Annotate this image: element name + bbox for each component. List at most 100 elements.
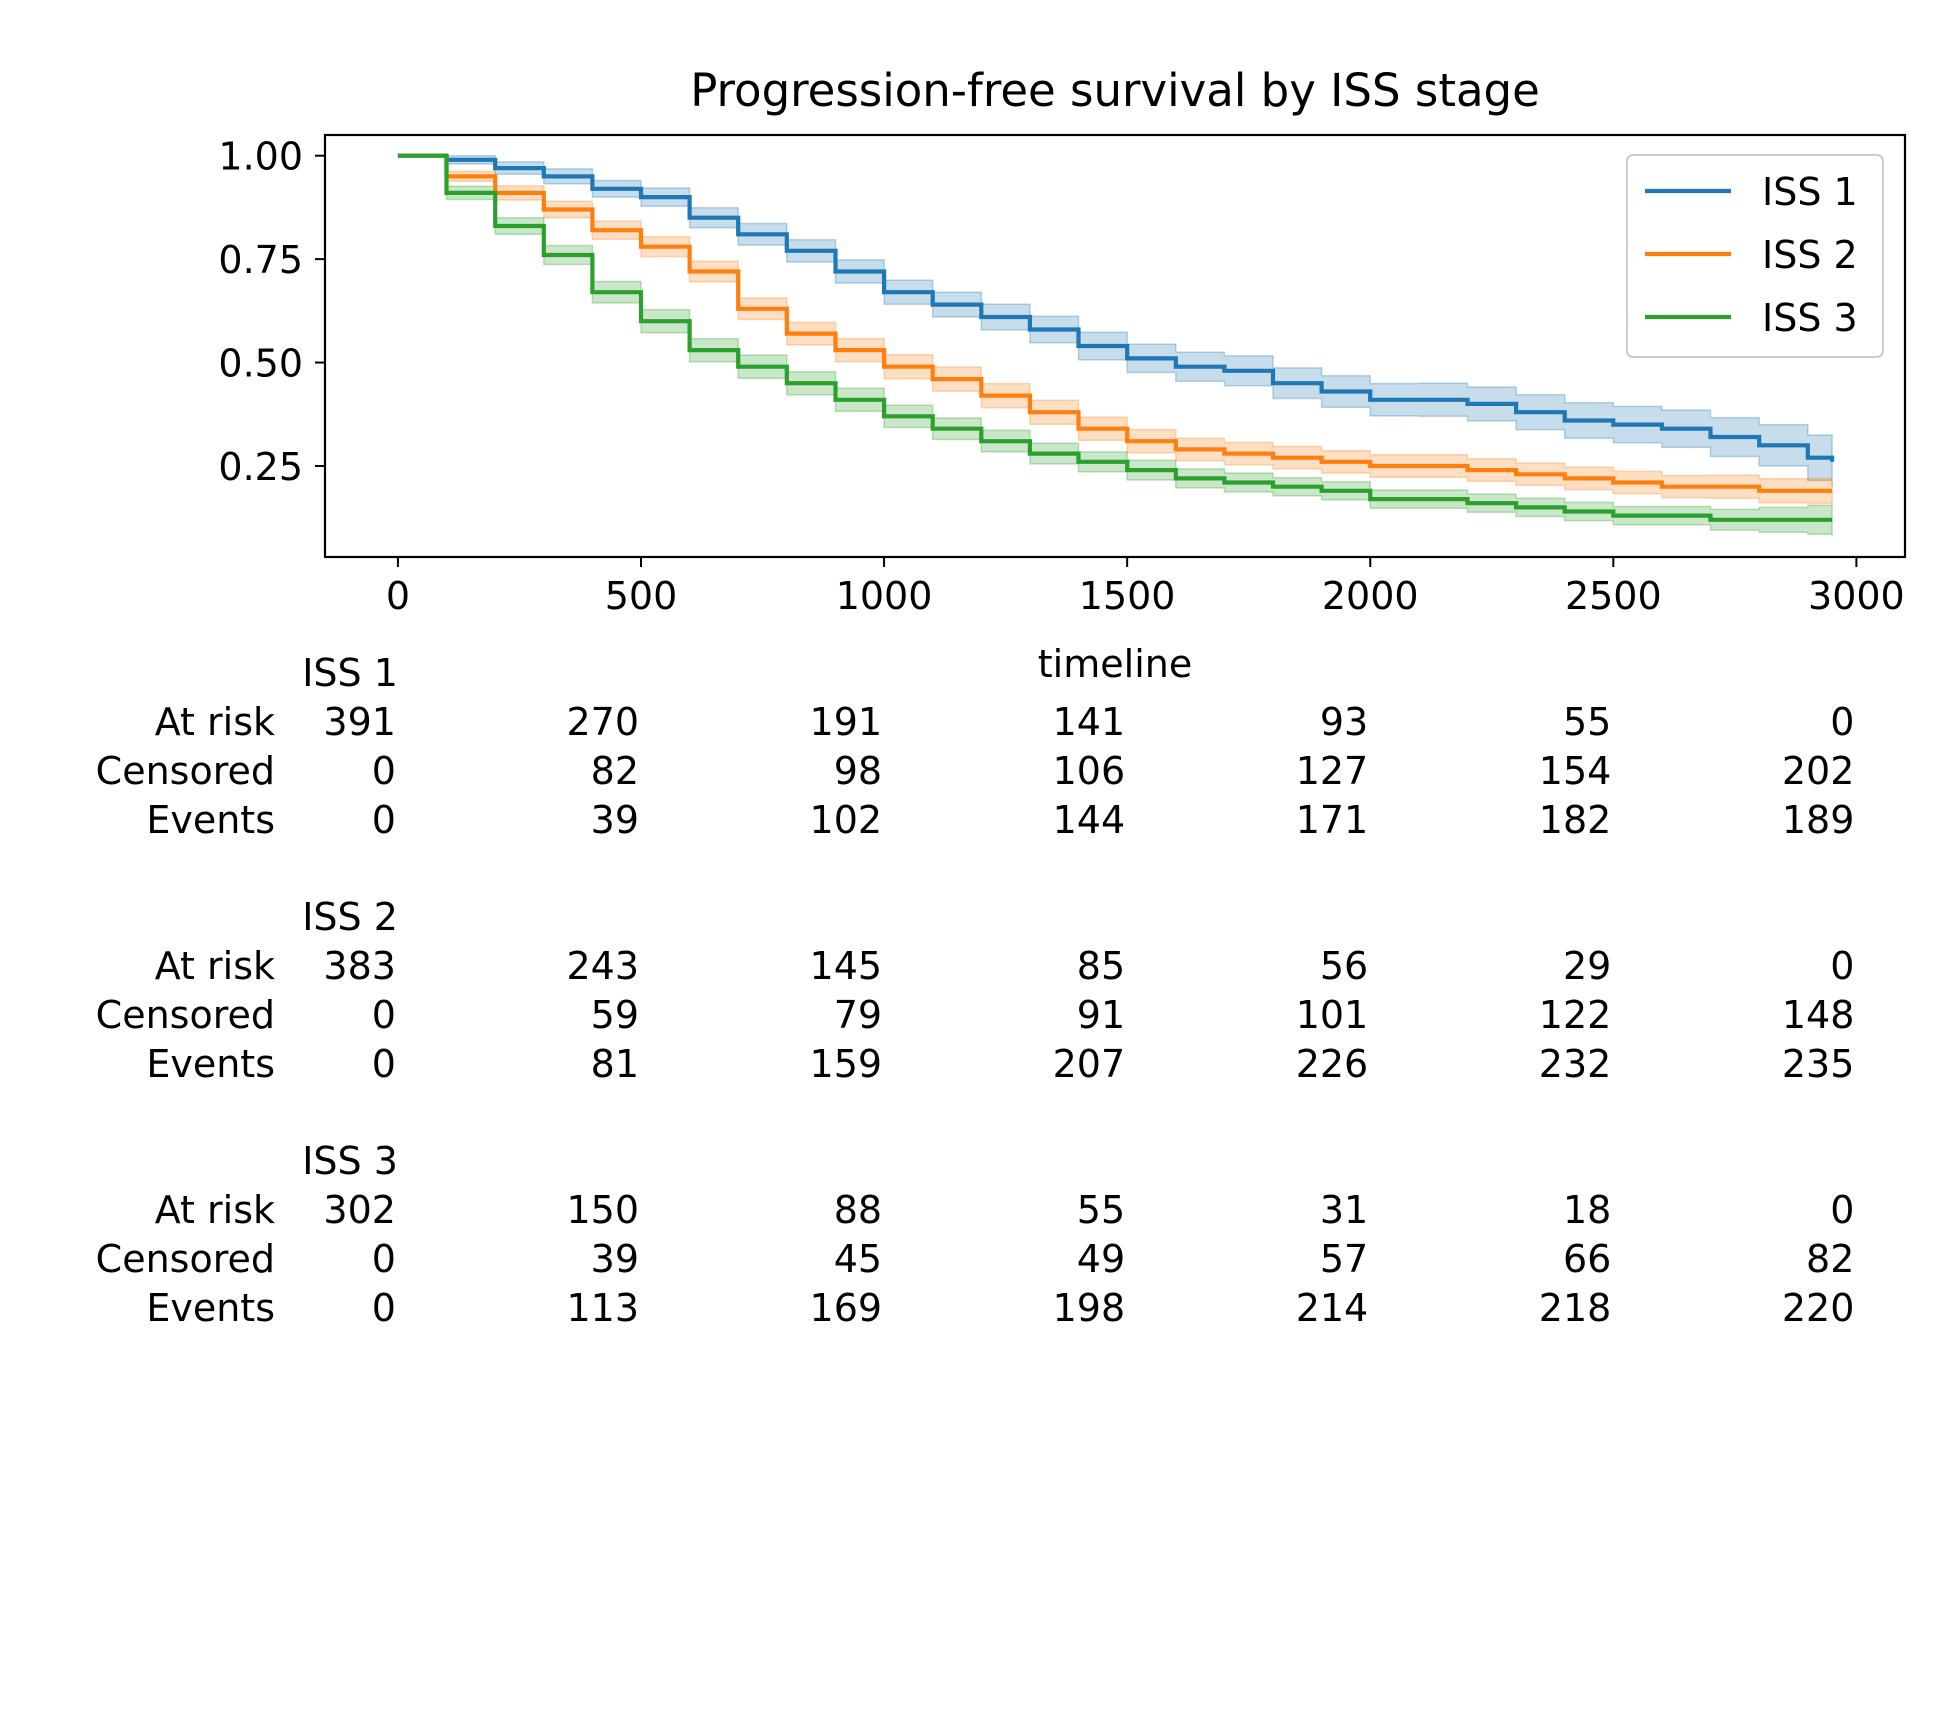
risk-table-cell-at-risk: 302 bbox=[323, 1188, 396, 1232]
x-tick-label: 2000 bbox=[1322, 574, 1419, 618]
risk-table-cell-censored: 59 bbox=[591, 993, 639, 1037]
risk-table-cell-censored: 0 bbox=[372, 1237, 396, 1281]
risk-table-group-label: ISS 1 bbox=[302, 651, 398, 695]
risk-table-cell-at-risk: 243 bbox=[566, 944, 639, 988]
risk-table-cell-events: 171 bbox=[1296, 798, 1369, 842]
x-tick-label: 0 bbox=[386, 574, 410, 618]
risk-table-cell-censored: 0 bbox=[372, 749, 396, 793]
risk-table-cell-censored: 79 bbox=[834, 993, 882, 1037]
x-tick-label: 1000 bbox=[836, 574, 933, 618]
survival-curves bbox=[397, 153, 1835, 522]
risk-table-cell-censored: 148 bbox=[1782, 993, 1855, 1037]
risk-table-cell-at-risk: 0 bbox=[1830, 1188, 1854, 1232]
x-tick-label: 2500 bbox=[1565, 574, 1662, 618]
legend: ISS 1 ISS 2 ISS 3 bbox=[1626, 154, 1884, 358]
risk-table-cell-events: 214 bbox=[1296, 1286, 1369, 1330]
risk-table-cell-censored: 82 bbox=[591, 749, 639, 793]
risk-table-cell-events: 207 bbox=[1053, 1042, 1126, 1086]
risk-table-cell-at-risk: 93 bbox=[1320, 700, 1368, 744]
risk-table-cell-events: 144 bbox=[1053, 798, 1126, 842]
x-axis-label: timeline bbox=[1038, 642, 1192, 686]
x-tick-label: 500 bbox=[605, 574, 678, 618]
risk-table-cell-events: 189 bbox=[1782, 798, 1855, 842]
risk-table-cell-events: 226 bbox=[1296, 1042, 1369, 1086]
risk-table-row-label: At risk bbox=[155, 700, 275, 744]
risk-table-cell-censored: 49 bbox=[1077, 1237, 1125, 1281]
plot-frame bbox=[323, 133, 1907, 559]
x-tick-label: 3000 bbox=[1808, 574, 1905, 618]
risk-table-cell-censored: 98 bbox=[834, 749, 882, 793]
risk-table-cell-events: 0 bbox=[372, 798, 396, 842]
risk-table-row-label: At risk bbox=[155, 944, 275, 988]
risk-table-row-label: Censored bbox=[96, 1237, 275, 1281]
risk-table-cell-at-risk: 270 bbox=[566, 700, 639, 744]
series-line-iss-3 bbox=[397, 153, 1833, 522]
risk-table-cell-at-risk: 191 bbox=[810, 700, 883, 744]
risk-table-cell-events: 198 bbox=[1053, 1286, 1126, 1330]
risk-table-row-label: Censored bbox=[96, 749, 275, 793]
risk-table-row-label: At risk bbox=[155, 1188, 275, 1232]
risk-table-cell-censored: 91 bbox=[1077, 993, 1125, 1037]
risk-table-cell-at-risk: 88 bbox=[834, 1188, 882, 1232]
risk-table-cell-censored: 45 bbox=[834, 1237, 882, 1281]
risk-table-cell-at-risk: 55 bbox=[1563, 700, 1611, 744]
risk-table-cell-censored: 66 bbox=[1563, 1237, 1611, 1281]
risk-table-cell-at-risk: 55 bbox=[1077, 1188, 1125, 1232]
risk-table-cell-events: 81 bbox=[591, 1042, 639, 1086]
risk-table-cell-events: 169 bbox=[810, 1286, 883, 1330]
risk-table-cell-at-risk: 141 bbox=[1053, 700, 1126, 744]
y-tick-label: 1.00 bbox=[218, 135, 303, 179]
risk-table-cell-events: 182 bbox=[1539, 798, 1612, 842]
risk-table-group-label: ISS 2 bbox=[302, 895, 398, 939]
risk-table-cell-at-risk: 18 bbox=[1563, 1188, 1611, 1232]
legend-label-iss-2: ISS 2 bbox=[1762, 233, 1858, 277]
risk-table-cell-censored: 154 bbox=[1539, 749, 1612, 793]
risk-table-cell-censored: 101 bbox=[1296, 993, 1369, 1037]
axis-ticks: 0 500 1000 1500 2000 2500 3000 0.25 0.50 0.75 1.00 bbox=[218, 135, 1904, 618]
risk-table-row-label: Events bbox=[146, 1286, 275, 1330]
risk-table-cell-censored: 202 bbox=[1782, 749, 1855, 793]
legend-label-iss-3: ISS 3 bbox=[1762, 296, 1858, 340]
risk-table-cell-events: 232 bbox=[1539, 1042, 1612, 1086]
x-tick-label: 1500 bbox=[1079, 574, 1176, 618]
risk-table-cell-at-risk: 150 bbox=[566, 1188, 639, 1232]
risk-table-cell-events: 39 bbox=[591, 798, 639, 842]
y-tick-label: 0.75 bbox=[218, 238, 303, 282]
risk-table-cell-censored: 39 bbox=[591, 1237, 639, 1281]
risk-table-cell-censored: 106 bbox=[1053, 749, 1126, 793]
risk-table-cell-events: 0 bbox=[372, 1042, 396, 1086]
risk-table-row-label: Events bbox=[146, 798, 275, 842]
risk-table-row-label: Censored bbox=[96, 993, 275, 1037]
risk-table-cell-at-risk: 391 bbox=[323, 700, 396, 744]
risk-table-cell-events: 102 bbox=[810, 798, 883, 842]
series-line-iss-1 bbox=[397, 153, 1835, 462]
risk-table-cell-events: 218 bbox=[1539, 1286, 1612, 1330]
y-tick-label: 0.50 bbox=[218, 342, 303, 386]
risk-table-cell-at-risk: 29 bbox=[1563, 944, 1611, 988]
legend-box bbox=[1626, 154, 1884, 358]
risk-table-cell-events: 220 bbox=[1782, 1286, 1855, 1330]
risk-table-cell-events: 159 bbox=[810, 1042, 883, 1086]
risk-table-cell-censored: 0 bbox=[372, 993, 396, 1037]
chart-title: Progression-free survival by ISS stage bbox=[690, 64, 1540, 117]
legend-label-iss-1: ISS 1 bbox=[1762, 170, 1858, 214]
y-tick-label: 0.25 bbox=[218, 445, 303, 489]
risk-table-cell-events: 113 bbox=[566, 1286, 639, 1330]
risk-table-cell-at-risk: 0 bbox=[1830, 944, 1854, 988]
risk-table-cell-at-risk: 56 bbox=[1320, 944, 1368, 988]
risk-table-cell-censored: 127 bbox=[1296, 749, 1369, 793]
risk-table-cell-at-risk: 85 bbox=[1077, 944, 1125, 988]
risk-table-row-label: Events bbox=[146, 1042, 275, 1086]
risk-table-cell-at-risk: 145 bbox=[810, 944, 883, 988]
risk-table-group-label: ISS 3 bbox=[302, 1139, 398, 1183]
risk-table-cell-censored: 57 bbox=[1320, 1237, 1368, 1281]
risk-table-cell-events: 0 bbox=[372, 1286, 396, 1330]
risk-table-cell-at-risk: 31 bbox=[1320, 1188, 1368, 1232]
risk-table-cell-censored: 82 bbox=[1806, 1237, 1854, 1281]
series-line-iss-2 bbox=[397, 153, 1833, 493]
risk-table-cell-events: 235 bbox=[1782, 1042, 1855, 1086]
risk-table-cell-censored: 122 bbox=[1539, 993, 1612, 1037]
risk-table-cell-at-risk: 383 bbox=[323, 944, 396, 988]
